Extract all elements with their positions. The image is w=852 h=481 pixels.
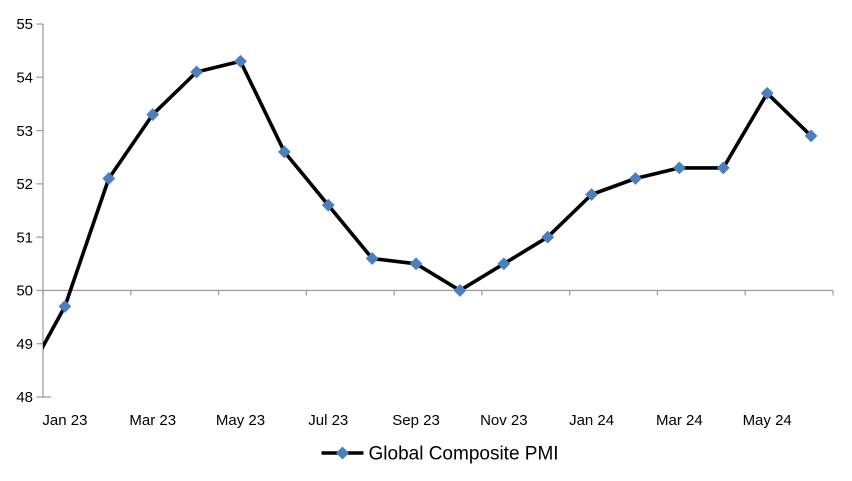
data-point-marker <box>234 54 247 68</box>
data-point-marker <box>102 172 116 185</box>
data-point-marker <box>146 108 160 121</box>
data-point-marker <box>58 300 72 313</box>
y-tick-label: 50 <box>16 283 33 300</box>
data-point-marker <box>716 161 730 175</box>
axis-labels-layer: 48 49 50 51 52 53 54 55 Jan 23 Mar 23 May 23 Jul 23… <box>16 16 791 429</box>
legend-label: Global Composite PMI <box>369 444 559 465</box>
pmi-series-line <box>43 59 813 351</box>
y-tick-label: 52 <box>16 176 33 193</box>
x-tick-label: Mar 24 <box>656 412 703 429</box>
data-point-marker <box>321 198 335 212</box>
data-point-marker <box>629 172 642 185</box>
y-tick-label: 54 <box>16 69 33 86</box>
data-point-marker <box>453 284 467 297</box>
y-tick-label: 49 <box>16 336 33 353</box>
data-point-marker <box>409 257 423 271</box>
axes-layer <box>36 23 834 398</box>
data-point-marker <box>497 257 511 271</box>
data-point-marker <box>190 65 204 79</box>
x-tick-label: Jan 23 <box>42 412 87 429</box>
y-tick-label: 53 <box>16 123 33 140</box>
x-tick-label: Sep 23 <box>392 412 440 429</box>
data-point-marker <box>672 161 686 175</box>
data-point-marker <box>365 252 379 265</box>
data-point-marker <box>585 188 599 201</box>
y-tick-label: 51 <box>16 229 33 246</box>
x-tick-label: May 23 <box>216 412 265 429</box>
data-point-marker <box>760 86 774 100</box>
x-tick-label: Mar 23 <box>129 412 176 429</box>
series-layer <box>43 54 818 351</box>
legend: Global Composite PMI <box>321 444 559 465</box>
y-tick-label: 55 <box>16 16 33 33</box>
x-tick-label: Nov 23 <box>480 412 528 429</box>
data-point-marker <box>541 230 555 244</box>
x-tick-label: Jan 24 <box>569 412 614 429</box>
data-point-marker <box>277 145 291 159</box>
legend-diamond-icon <box>335 446 350 460</box>
data-point-marker <box>804 129 818 143</box>
x-tick-label: May 24 <box>743 412 792 429</box>
y-tick-label: 48 <box>16 389 33 406</box>
x-tick-label: Jul 23 <box>308 412 348 429</box>
